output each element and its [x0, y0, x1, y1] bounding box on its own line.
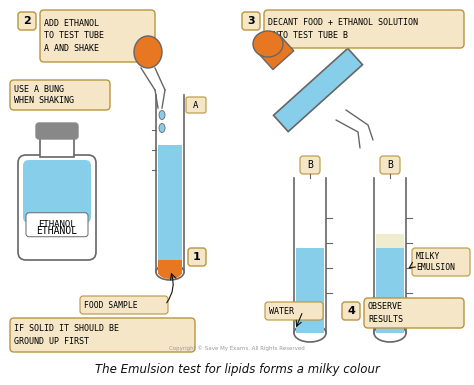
Ellipse shape [134, 36, 162, 68]
Text: ADD ETHANOL
TO TEST TUBE
A AND SHAKE: ADD ETHANOL TO TEST TUBE A AND SHAKE [44, 19, 104, 53]
Polygon shape [273, 49, 363, 132]
Ellipse shape [294, 324, 326, 342]
FancyBboxPatch shape [26, 213, 88, 237]
Bar [40, 137, 74, 157]
Text: Copyright © Save My Exams. All Rights Reserved: Copyright © Save My Exams. All Rights Re… [169, 345, 305, 351]
FancyBboxPatch shape [300, 156, 320, 174]
Polygon shape [258, 35, 294, 70]
FancyBboxPatch shape [264, 10, 464, 48]
Ellipse shape [156, 264, 184, 280]
FancyBboxPatch shape [10, 318, 195, 352]
FancyBboxPatch shape [80, 296, 168, 314]
FancyBboxPatch shape [188, 248, 206, 266]
Text: FOOD SAMPLE: FOOD SAMPLE [84, 301, 137, 310]
Text: MILKY
EMULSION: MILKY EMULSION [416, 252, 455, 273]
Ellipse shape [253, 31, 283, 57]
Bar [376, 234, 404, 248]
FancyBboxPatch shape [186, 97, 206, 113]
Text: 4: 4 [347, 306, 355, 316]
FancyBboxPatch shape [342, 302, 360, 320]
Bar [376, 248, 404, 333]
FancyBboxPatch shape [380, 156, 400, 174]
FancyBboxPatch shape [36, 123, 78, 139]
FancyBboxPatch shape [18, 155, 96, 260]
Text: ETHANOL: ETHANOL [36, 226, 78, 236]
Text: USE A BUNG
WHEN SHAKING: USE A BUNG WHEN SHAKING [14, 85, 74, 105]
Ellipse shape [158, 265, 182, 279]
FancyBboxPatch shape [412, 248, 470, 276]
Text: 1: 1 [193, 252, 201, 262]
FancyBboxPatch shape [364, 298, 464, 328]
FancyBboxPatch shape [242, 12, 260, 30]
Text: OBSERVE
RESULTS: OBSERVE RESULTS [368, 302, 403, 324]
Text: ETHANOL: ETHANOL [38, 220, 76, 229]
Bar [158, 260, 182, 274]
FancyBboxPatch shape [10, 80, 110, 110]
Ellipse shape [374, 324, 406, 342]
Ellipse shape [159, 110, 165, 119]
Text: B: B [387, 160, 393, 170]
FancyBboxPatch shape [18, 12, 36, 30]
Bar [156, 95, 184, 280]
Bar [375, 178, 405, 333]
Text: IF SOLID IT SHOULD BE
GROUND UP FIRST: IF SOLID IT SHOULD BE GROUND UP FIRST [14, 324, 119, 346]
Text: A: A [193, 100, 199, 109]
Text: 2: 2 [23, 16, 31, 26]
FancyBboxPatch shape [40, 10, 155, 62]
Text: B: B [307, 160, 313, 170]
Text: The Emulsion test for lipids forms a milky colour: The Emulsion test for lipids forms a mil… [94, 363, 380, 377]
Ellipse shape [159, 124, 165, 132]
Bar [296, 248, 324, 333]
Text: DECANT FOOD + ETHANOL SOLUTION
INTO TEST TUBE B: DECANT FOOD + ETHANOL SOLUTION INTO TEST… [268, 18, 418, 40]
Bar [158, 145, 182, 265]
FancyBboxPatch shape [265, 302, 323, 320]
Text: WATER: WATER [269, 306, 294, 315]
Text: 3: 3 [247, 16, 255, 26]
Bar [295, 178, 325, 333]
FancyBboxPatch shape [23, 160, 91, 223]
